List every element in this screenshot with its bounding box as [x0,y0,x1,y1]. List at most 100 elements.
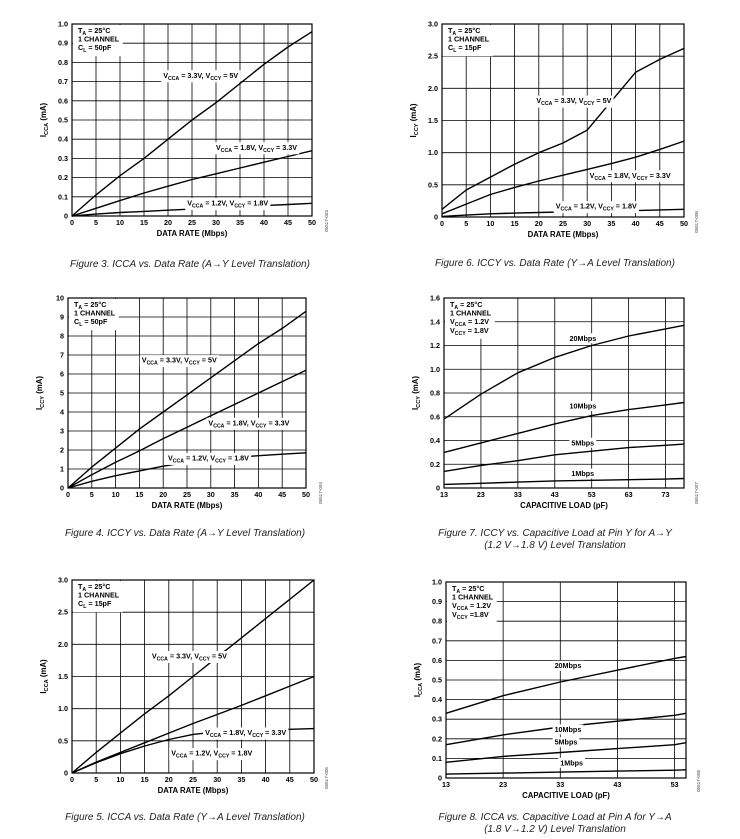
caption-line-1: Figure 4. ICCY vs. Data Rate (A→Y Level … [64,528,306,539]
y-tick-label: 1.6 [430,294,440,303]
series-label-bg [587,170,673,183]
legend-bg [69,299,119,331]
series-line-vcca-3-3v-vccy-5v [71,31,313,217]
series-label-bg [558,757,586,768]
series-line-vcca-3-3v-vccy-5v [67,310,307,489]
plot-frame [443,297,685,489]
x-axis-label: DATA RATE (Mbps) [528,230,599,239]
legend-line: 1 CHANNEL [78,35,120,44]
x-tick-label: 0 [440,219,444,228]
x-tick-label: 13 [440,490,448,499]
x-tick-label: 23 [499,780,507,789]
y-tick-label: 0.8 [432,617,442,626]
legend-line: TA = 25°C [452,584,484,595]
y-tick-label: 0.6 [432,656,442,665]
y-tick-label: 0.9 [432,597,442,606]
series-line-vcca-3-3v-vccy-5v [71,579,315,774]
x-tick-label: 40 [262,775,270,784]
legend-line: VCCY =1.8V [452,610,489,621]
x-tick-label: 30 [212,218,220,227]
y-tick-label: 4 [60,408,64,417]
plot-frame [67,297,307,489]
legend-line: VCCY = 1.8V [450,326,489,337]
y-tick-label: 0.5 [432,676,442,685]
series-line-5mbps [443,443,685,473]
series-line-vcca-1-8v-vccy-3-3v [441,140,685,215]
y-tick-label: 0.5 [428,180,438,189]
legend-bg [73,581,123,613]
y-tick-label: 7 [60,351,64,360]
y-tick-label: 0 [60,484,64,493]
legend-line: 1 CHANNEL [450,309,492,318]
series-label-group: 1Mbps [569,468,597,479]
series-label-1mbps: 1Mbps [560,758,583,767]
caption-line-1: Figure 3. ICCA vs. Data Rate (A→Y Level … [70,259,310,270]
series-label-20mbps: 20Mbps [555,661,582,670]
series-label-group: VCCA = 1.8V, VCCY = 3.3V [587,170,673,183]
series-line-20mbps [445,655,687,714]
y-tick-label: 5 [60,389,64,398]
legend-line: CL = 50pF [78,43,112,54]
y-tick-label: 9 [60,313,64,322]
y-axis-label: ICCA (mA) [39,102,50,137]
caption-line-2: (1.8 V→1.2 V) Level Translation [484,824,626,835]
series-label-bg [185,197,271,210]
y-tick-label: 0.4 [430,436,440,445]
series-label-5mbps: 5Mbps [571,438,594,447]
series-line-10mbps [443,401,685,454]
y-axis-label: ICCY (mA) [411,376,422,410]
series-label-vcca-1-2v-vccy-1-8v: VCCA = 1.2V, VCCY = 1.8V [556,202,637,213]
x-tick-label: 10 [112,490,120,499]
x-tick-label: 35 [236,218,244,227]
x-tick-label: 73 [662,490,670,499]
x-tick-label: 50 [680,219,688,228]
series-label-bg [206,417,292,430]
y-tick-label: 2.5 [58,608,68,617]
y-tick-label: 3 [60,427,64,436]
caption-line-1: Figure 5. ICCA vs. Data Rate (Y→A Level … [65,812,305,823]
x-tick-label: 50 [302,490,310,499]
y-tick-label: 0.1 [432,754,442,763]
series-label-bg [169,748,255,761]
y-tick-label: 0.8 [430,389,440,398]
series-label-group: 5Mbps [552,737,580,748]
y-tick-label: 6 [60,370,64,379]
series-label-group: 10Mbps [567,400,599,411]
y-tick-label: 0.2 [432,734,442,743]
x-tick-label: 30 [583,219,591,228]
legend-line: TA = 25°C [74,300,106,311]
legend-line: TA = 25°C [450,300,482,311]
y-tick-label: 2 [60,446,64,455]
y-tick-label: 0.7 [58,77,68,86]
y-tick-label: 0.8 [58,58,68,67]
series-label-group: VCCA = 1.2V, VCCY = 1.8V [169,748,255,761]
y-tick-label: 1.0 [428,148,438,157]
series-label-bg [203,727,289,740]
y-tick-label: 1.0 [58,704,68,713]
chart-figure-8: 13 23 33 43 53 0 0.1 0.2 0.3 0.4 0.5 0.6 0.7 0.8 0.9 1.… [413,578,701,801]
figure-7: 13 23 33 43 53 63 73 0 0.2 0.4 0.6 0.8 1.0 1.2 1.4 1.6 C… [370,280,740,560]
series-label-5mbps: 5Mbps [555,738,578,747]
y-axis-label: ICCA (mA) [413,662,424,697]
legend-line: CL = 15pF [448,43,482,54]
legend-line: CL = 50pF [74,317,108,328]
y-tick-label: 0.3 [432,715,442,724]
series-label-group: 20Mbps [552,660,584,671]
series-label-bg [569,437,597,448]
x-tick-label: 20 [165,775,173,784]
x-tick-label: 20 [159,490,167,499]
legend-bg [73,25,123,57]
x-tick-label: 15 [135,490,143,499]
series-label-bg [553,201,639,214]
legend-line: TA = 25°C [448,26,480,37]
figure-5: 0 5 10 15 20 25 30 35 40 45 50 0 0.5 1.0 1.5 2.0 2.5 3.0 D… [0,560,370,839]
x-tick-label: 40 [632,219,640,228]
series-label-20mbps: 20Mbps [570,334,597,343]
y-tick-label: 1.0 [58,20,68,29]
series-label-bg [552,660,584,671]
series-label-group: VCCA = 1.2V, VCCY = 1.8V [165,452,252,465]
y-tick-label: 0.2 [430,460,440,469]
y-tick-label: 1.2 [430,341,440,350]
x-tick-label: 5 [464,219,468,228]
